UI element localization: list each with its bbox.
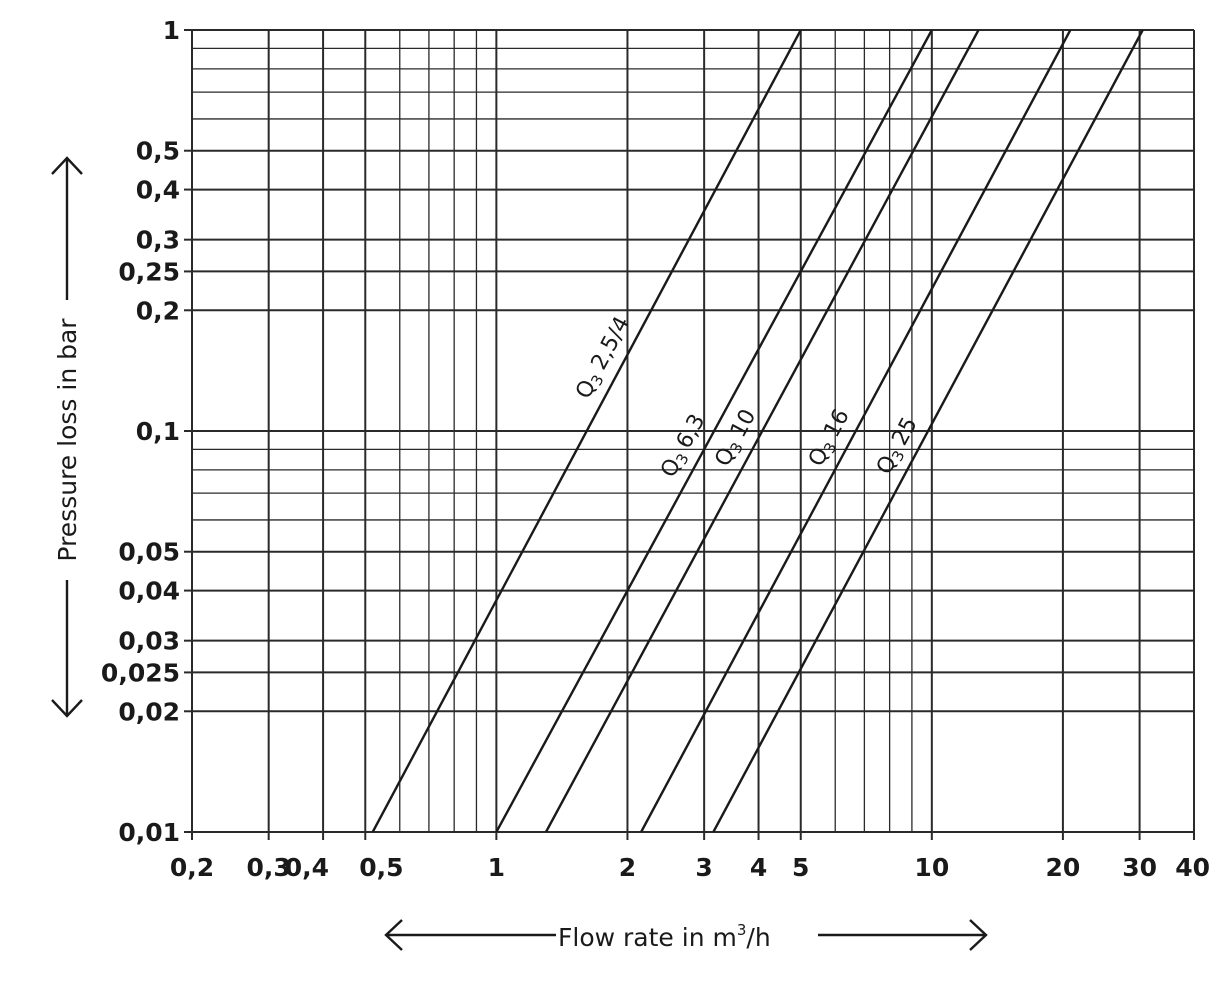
x-axis-title-sup: 3 bbox=[737, 921, 747, 939]
x-tick-label-4: 4 bbox=[750, 853, 767, 882]
x-axis-title-group: Flow rate in m3/h bbox=[384, 918, 988, 952]
y-tick-label-1: 1 bbox=[163, 16, 180, 45]
series-line-4 bbox=[640, 30, 1072, 832]
x-tick-label-40: 40 bbox=[1175, 853, 1210, 882]
y-axis-title-bg bbox=[52, 300, 82, 580]
y-tick-label-0-01: 0,01 bbox=[118, 818, 180, 847]
series-line-3 bbox=[544, 30, 980, 832]
x-axis-ticks: 0,2 0,30,4 0,5 1 2 3 4 5 10 20 30 40 bbox=[170, 832, 1210, 882]
series-line-1 bbox=[371, 30, 802, 832]
x-tick-label-1: 1 bbox=[488, 853, 505, 882]
x-tick-label-0-4: 0,4 bbox=[285, 853, 329, 882]
x-tick-label-5: 5 bbox=[792, 853, 809, 882]
y-tick-label-0-1: 0,1 bbox=[136, 417, 180, 446]
y-tick-label-0-03: 0,03 bbox=[118, 627, 180, 656]
y-axis-title: Pressure loss in bar bbox=[53, 318, 82, 562]
series-label-name: 25 bbox=[888, 413, 923, 449]
series-line-5 bbox=[712, 30, 1144, 832]
y-tick-label-0-5: 0,5 bbox=[136, 137, 180, 166]
series-label-name: 16 bbox=[820, 405, 855, 441]
x-tick-label-30: 30 bbox=[1122, 853, 1157, 882]
x-axis-title-tail: /h bbox=[746, 923, 770, 952]
series-label-name: 10 bbox=[726, 405, 761, 442]
curves bbox=[371, 30, 1144, 832]
y-tick-label-0-4: 0,4 bbox=[136, 176, 180, 205]
y-tick-label-0-25: 0,25 bbox=[118, 257, 180, 286]
y-tick-label-0-025: 0,025 bbox=[101, 658, 180, 687]
x-axis-title: Flow rate in m3/h bbox=[558, 921, 771, 952]
x-tick-label-0-2: 0,2 bbox=[170, 853, 214, 882]
x-tick-label-3: 3 bbox=[695, 853, 712, 882]
y-tick-label-0-2: 0,2 bbox=[136, 296, 180, 325]
x-tick-label-2: 2 bbox=[619, 853, 636, 882]
y-axis-title-group: Pressure loss in bar bbox=[51, 156, 83, 718]
series-line-2 bbox=[495, 30, 933, 832]
x-tick-label-20: 20 bbox=[1046, 853, 1081, 882]
grid bbox=[191, 29, 1195, 833]
x-tick-label-0-3: 0,3 bbox=[247, 853, 291, 882]
x-axis-title-bg bbox=[556, 918, 818, 952]
x-axis-title-main: Flow rate in m bbox=[558, 923, 737, 952]
x-tick-label-10: 10 bbox=[914, 853, 949, 882]
y-tick-label-0-05: 0,05 bbox=[118, 538, 180, 567]
y-tick-label-0-02: 0,02 bbox=[118, 697, 180, 726]
series-label-3: Q310 bbox=[710, 405, 763, 471]
series-label-4: Q316 bbox=[804, 405, 857, 471]
y-tick-label-0-3: 0,3 bbox=[136, 226, 180, 255]
y-tick-label-0-04: 0,04 bbox=[118, 577, 180, 606]
x-tick-label-0-5: 0,5 bbox=[359, 853, 403, 882]
